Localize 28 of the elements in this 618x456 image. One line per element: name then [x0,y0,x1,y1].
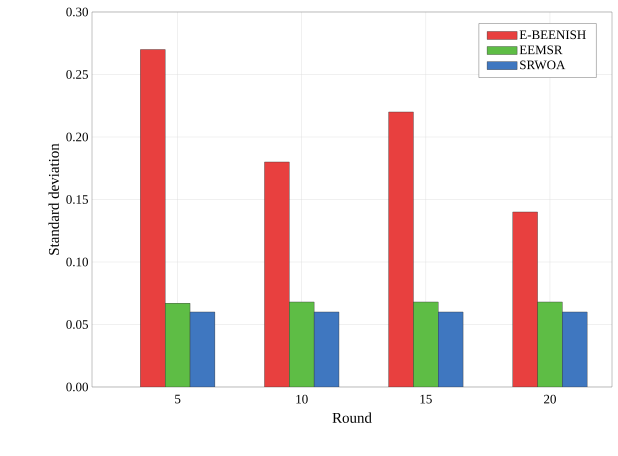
bar [190,312,216,387]
bar [537,302,563,387]
bar [438,312,464,387]
bar [289,302,314,387]
bar [264,162,290,387]
bar [562,312,588,387]
y-tick-label: 0.00 [66,382,88,392]
y-tick-label: 0.10 [66,258,88,266]
x-tick-label: 15 [420,394,432,404]
bar [413,302,438,387]
bar [165,303,190,387]
legend-label: EEMSR [520,45,562,54]
legend-label: SRWOA [520,60,566,70]
y-tick-label: 0.20 [66,132,88,142]
y-tick-label: 0.05 [66,320,88,329]
bar [388,112,414,387]
bar [512,212,538,387]
bar [314,312,340,387]
y-tick-label: 0.25 [66,70,88,79]
y-tick-label: 0.15 [66,195,88,204]
bar [140,49,166,387]
y-axis-title: Standard deviation [48,143,59,255]
x-tick-label: 20 [544,394,556,404]
x-tick-label: 10 [296,394,308,404]
y-tick-label: 0.30 [66,8,88,16]
x-tick-label: 5 [175,394,180,404]
x-axis-title: Round [332,412,372,423]
legend-label: E-BEENISH [520,30,586,40]
